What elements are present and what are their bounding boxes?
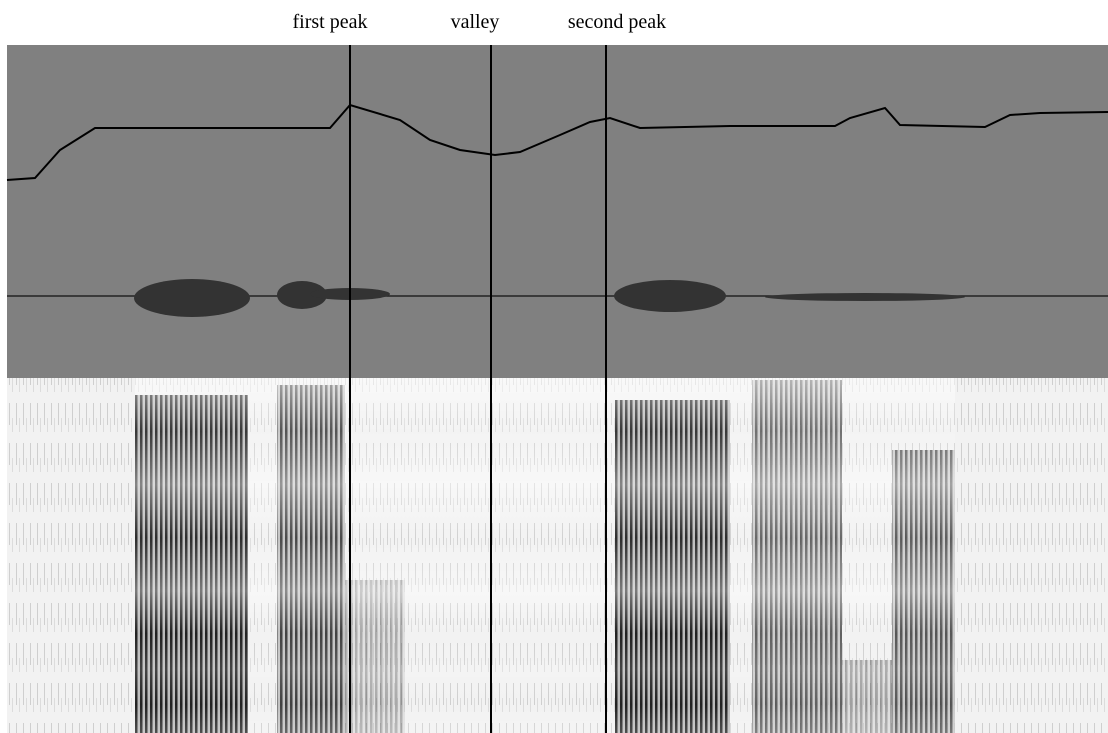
label-valley: valley [451, 11, 500, 33]
pitch-waveform-panel [7, 45, 1108, 378]
spectrogram-energy [135, 378, 955, 733]
waveform-burst [765, 293, 965, 301]
waveform-burst [614, 280, 726, 312]
label-second-peak: second peak [568, 11, 666, 33]
waveform-burst [277, 281, 327, 309]
markers [349, 45, 607, 733]
label-first-peak: first peak [293, 11, 368, 33]
pitch-contour [6, 103, 1108, 181]
waveform-burst [134, 279, 250, 317]
formant-shading [135, 378, 955, 733]
